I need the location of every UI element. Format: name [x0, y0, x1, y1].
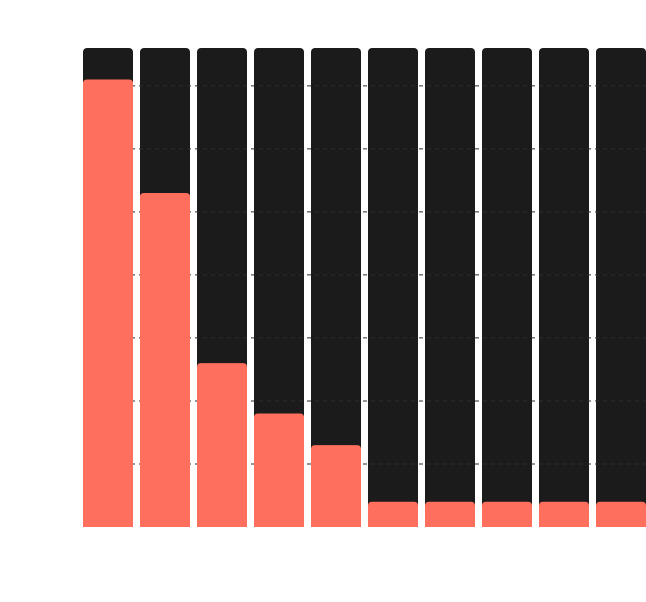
bar — [596, 501, 646, 527]
bar-track — [482, 48, 532, 527]
bar-track — [254, 48, 304, 527]
bar — [482, 501, 532, 527]
bar — [140, 192, 190, 528]
bar — [368, 501, 418, 527]
bar-track — [539, 48, 589, 527]
bar-track — [368, 48, 418, 527]
bar — [197, 363, 247, 527]
bar-track — [311, 48, 361, 527]
bar — [425, 501, 475, 527]
bar-track — [425, 48, 475, 527]
bar-track — [596, 48, 646, 527]
bar — [539, 501, 589, 527]
bar — [83, 79, 133, 528]
bar — [254, 413, 304, 527]
bar — [311, 445, 361, 527]
